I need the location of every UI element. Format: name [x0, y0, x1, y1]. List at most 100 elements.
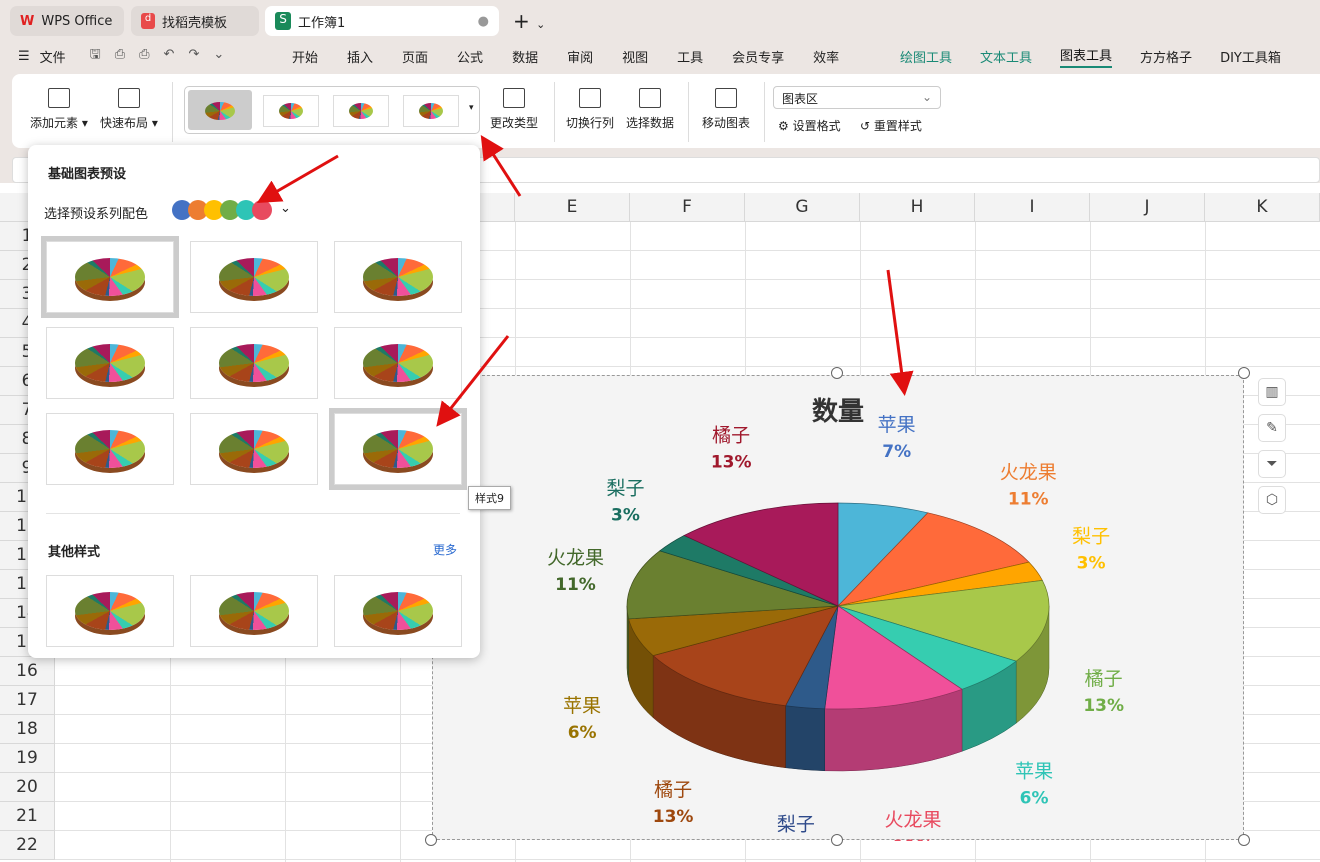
select-data-button[interactable]: 选择数据: [626, 88, 674, 131]
preset-style-4[interactable]: [46, 327, 174, 399]
column-header-K[interactable]: K: [1205, 193, 1320, 222]
column-header-I[interactable]: I: [975, 193, 1090, 222]
pie-slice[interactable]: [626, 550, 839, 620]
menu-file[interactable]: 文件: [39, 50, 66, 66]
data-label-value: 13%: [1083, 696, 1124, 716]
other-style-3[interactable]: [334, 575, 462, 647]
chart-settings-icon[interactable]: ⬡: [1258, 486, 1286, 514]
column-header-E[interactable]: E: [515, 193, 630, 222]
pie-slice[interactable]: [652, 605, 839, 707]
resize-handle[interactable]: [1238, 834, 1250, 846]
row-header-20[interactable]: 20: [0, 773, 55, 802]
menu-formula[interactable]: 公式: [457, 50, 484, 66]
row-header-21[interactable]: 21: [0, 802, 55, 831]
more-link[interactable]: 更多: [433, 543, 458, 557]
row-header-19[interactable]: 19: [0, 744, 55, 773]
preset-style-7[interactable]: [46, 413, 174, 485]
menu-insert[interactable]: 插入: [347, 50, 374, 66]
style-thumb-2[interactable]: [263, 95, 319, 127]
preset-style-9[interactable]: [329, 408, 467, 490]
ribbon: 添加元素 ▾ 快速布局 ▾ ▾ 更改类型 切换行列 选择数据 移动图表 图表区 ⌄…: [12, 74, 1320, 148]
other-style-1[interactable]: [46, 575, 174, 647]
menu-start[interactable]: 开始: [292, 50, 319, 66]
chart-style-brush-icon[interactable]: ✎: [1258, 414, 1286, 442]
pie-slice[interactable]: [837, 580, 1050, 662]
switch-rowcol-button[interactable]: 切换行列: [566, 88, 614, 131]
move-chart-button[interactable]: 移动图表: [702, 88, 750, 131]
thumbnail-pie: [219, 344, 289, 382]
pie-slice[interactable]: [836, 512, 1030, 607]
preset-style-1[interactable]: [41, 236, 179, 318]
column-header-F[interactable]: F: [630, 193, 745, 222]
hamburger-icon[interactable]: ☰: [18, 48, 30, 64]
row-header-18[interactable]: 18: [0, 715, 55, 744]
row-header-22[interactable]: 22: [0, 831, 55, 860]
set-format-button[interactable]: ⚙ 设置格式: [778, 119, 841, 133]
chart-elements-icon[interactable]: ▥: [1258, 378, 1286, 406]
preset-style-8[interactable]: [190, 413, 318, 485]
style-thumb-1[interactable]: [188, 90, 252, 130]
quick-access-toolbar[interactable]: 🖫⎙⎙↶↷⌄: [89, 47, 239, 62]
data-label-value: 6%: [568, 723, 597, 743]
pie-slice[interactable]: [824, 605, 963, 710]
select-data-icon: [639, 88, 661, 108]
preset-style-2[interactable]: [190, 241, 318, 313]
style-thumb-4[interactable]: [403, 95, 459, 127]
menu-page[interactable]: 页面: [402, 50, 429, 66]
data-label-category: 梨子: [606, 478, 644, 500]
resize-handle[interactable]: [831, 834, 843, 846]
layout-icon: [117, 88, 140, 108]
preset-style-5[interactable]: [190, 327, 318, 399]
data-label-value: 6%: [1020, 789, 1049, 809]
menu-efficiency[interactable]: 效率: [813, 50, 840, 66]
data-label-category: 苹果: [563, 695, 601, 717]
tab-workbook[interactable]: S 工作簿1 ●: [265, 6, 499, 36]
menu-drawing-tools[interactable]: 绘图工具: [900, 50, 953, 66]
resize-handle[interactable]: [1238, 367, 1250, 379]
chart-element-select[interactable]: 图表区 ⌄: [773, 86, 941, 109]
tab-wps-office[interactable]: W WPS Office: [10, 6, 124, 36]
menu-ffgz[interactable]: 方方格子: [1140, 50, 1193, 66]
sheet-logo-icon: S: [275, 12, 291, 30]
color-swatch: [204, 200, 224, 220]
quick-layout-button[interactable]: 快速布局 ▾: [100, 88, 158, 131]
menu-data[interactable]: 数据: [512, 50, 539, 66]
row-header-16[interactable]: 16: [0, 657, 55, 686]
other-style-2[interactable]: [190, 575, 318, 647]
data-label-category: 火龙果: [1000, 461, 1057, 483]
new-tab-button[interactable]: + ⌄: [513, 9, 546, 33]
column-header-J[interactable]: J: [1090, 193, 1205, 222]
menu-text-tools[interactable]: 文本工具: [980, 50, 1033, 66]
pie-slice-side[interactable]: [785, 705, 826, 772]
row-header-17[interactable]: 17: [0, 686, 55, 715]
preset-style-6[interactable]: [334, 327, 462, 399]
color-scheme-select[interactable]: [172, 200, 272, 220]
column-header-H[interactable]: H: [860, 193, 975, 222]
data-label-category: 火龙果: [547, 547, 604, 569]
preset-style-3[interactable]: [334, 241, 462, 313]
gallery-expand-icon[interactable]: ▾: [469, 103, 474, 113]
menu-review[interactable]: 审阅: [567, 50, 594, 66]
resize-handle[interactable]: [831, 367, 843, 379]
chevron-down-icon[interactable]: ⌄: [280, 201, 291, 216]
menu-view[interactable]: 视图: [622, 50, 649, 66]
add-element-button[interactable]: 添加元素 ▾: [30, 88, 88, 131]
thumbnail-pie: [363, 344, 433, 382]
chart-type-icon: [503, 88, 525, 108]
change-type-button[interactable]: 更改类型: [490, 88, 538, 131]
unsaved-dot-icon: ●: [477, 13, 489, 29]
chart-filter-icon[interactable]: ⏷: [1258, 450, 1286, 478]
column-header-G[interactable]: G: [745, 193, 860, 222]
resize-handle[interactable]: [425, 834, 437, 846]
data-label-category: 橘子: [654, 779, 692, 801]
pie-slice[interactable]: [683, 502, 839, 607]
tab-docer[interactable]: d 找稻壳模板: [131, 6, 259, 36]
reset-style-button[interactable]: ↺ 重置样式: [860, 119, 922, 133]
menu-tools[interactable]: 工具: [677, 50, 704, 66]
thumbnail-pie: [219, 592, 289, 630]
menu-member[interactable]: 会员专享: [732, 50, 785, 66]
menu-chart-tools[interactable]: 图表工具: [1060, 45, 1113, 68]
menu-diy[interactable]: DIY工具箱: [1220, 50, 1281, 66]
style-thumb-3[interactable]: [333, 95, 389, 127]
